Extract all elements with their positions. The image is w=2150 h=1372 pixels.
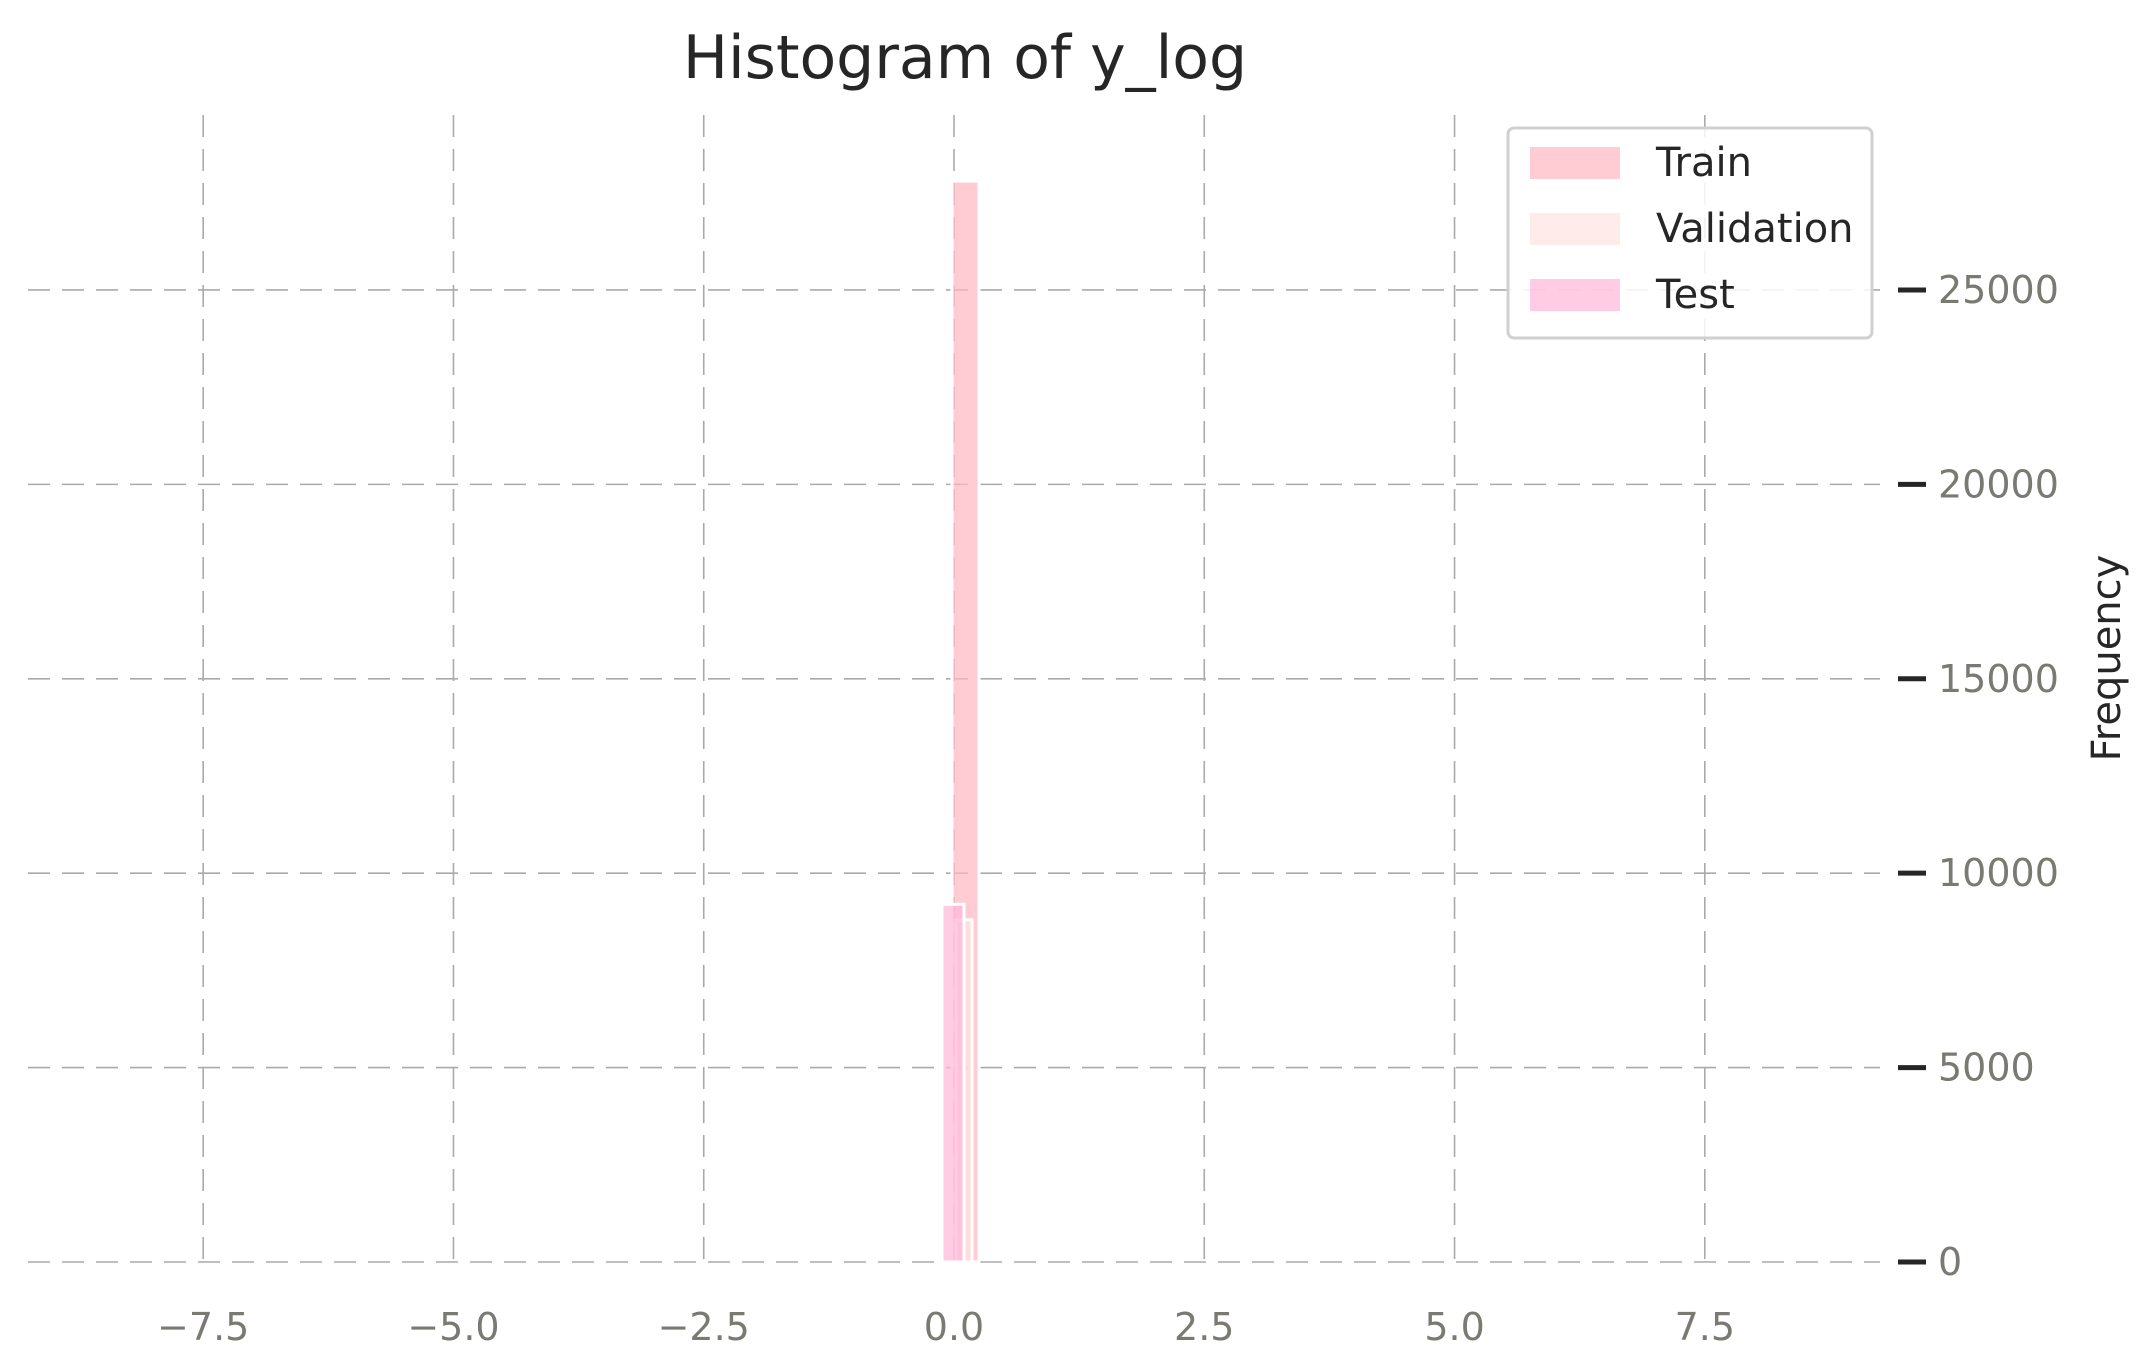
legend-swatch-train	[1530, 147, 1620, 179]
legend-swatch-test	[1530, 279, 1620, 311]
chart-title: Histogram of y_log	[683, 23, 1247, 93]
y-tick-label: 0	[1938, 1240, 1962, 1284]
legend-label-train: Train	[1655, 140, 1752, 186]
x-tick-label: −2.5	[658, 1305, 750, 1349]
y-axis-label: Frequency	[2084, 555, 2130, 762]
y-tick-label: 10000	[1938, 851, 2059, 895]
x-tick-label: −5.0	[407, 1305, 499, 1349]
y-tick-label: 15000	[1938, 657, 2059, 701]
legend-swatch-validation	[1530, 213, 1620, 245]
y-tick-label: 5000	[1938, 1046, 2035, 1090]
y-tick-label: 25000	[1938, 268, 2059, 312]
legend: Train Validation Test	[1506, 126, 1874, 340]
legend-label-validation: Validation	[1656, 206, 1854, 252]
y-axis-ticks: 0 5000 10000 15000 20000 25000	[1898, 268, 2059, 1284]
x-tick-label: 2.5	[1174, 1305, 1234, 1349]
y-tick-label: 20000	[1938, 462, 2059, 506]
x-tick-label: −7.5	[157, 1305, 249, 1349]
legend-label-test: Test	[1655, 272, 1735, 318]
x-tick-label: 7.5	[1675, 1305, 1735, 1349]
x-tick-label: 0.0	[924, 1305, 984, 1349]
histogram-bars	[940, 179, 981, 1264]
x-axis-ticks: −7.5 −5.0 −2.5 0.0 2.5 5.0 7.5	[157, 1305, 1735, 1349]
histogram-bar-test	[940, 902, 966, 1264]
x-tick-label: 5.0	[1424, 1305, 1484, 1349]
